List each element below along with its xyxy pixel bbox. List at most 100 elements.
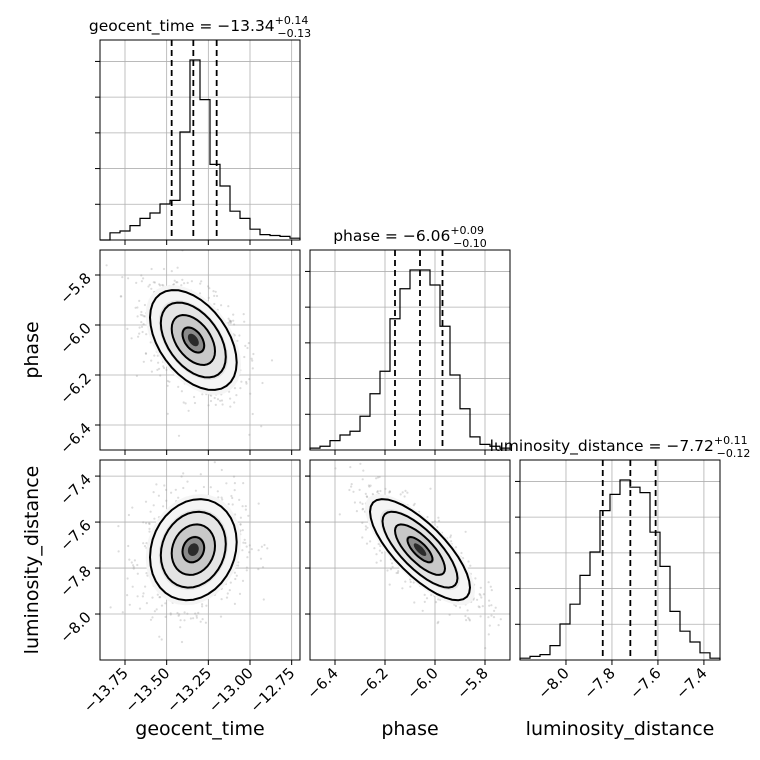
sample-point — [128, 603, 131, 606]
density-fill — [187, 543, 199, 556]
sample-point — [233, 401, 236, 404]
sample-point — [388, 490, 392, 493]
sample-point — [488, 599, 491, 602]
sample-point — [159, 374, 162, 377]
sample-point — [364, 492, 367, 495]
sample-point — [474, 577, 477, 580]
sample-point — [148, 527, 151, 531]
sample-point — [229, 405, 232, 408]
sample-point — [130, 561, 133, 564]
sample-point — [186, 480, 189, 483]
sample-point — [433, 520, 436, 523]
sample-point — [388, 490, 391, 493]
sample-point — [219, 399, 222, 402]
sample-point — [245, 382, 248, 385]
sample-point — [437, 519, 441, 523]
sample-point — [142, 360, 145, 363]
sample-point — [497, 624, 500, 627]
sample-point — [376, 491, 379, 494]
sample-point — [257, 549, 260, 552]
y-tick-label: −7.4 — [56, 470, 94, 508]
sample-point — [168, 380, 171, 383]
panel-frame — [99, 249, 301, 451]
sample-point — [162, 284, 165, 287]
sample-point — [220, 496, 223, 499]
sample-point — [229, 321, 232, 325]
sample-point — [245, 380, 248, 384]
sample-point — [139, 313, 142, 316]
density-fill — [413, 543, 427, 556]
sample-point — [489, 585, 492, 588]
sample-point — [460, 551, 463, 555]
sample-point — [117, 525, 120, 528]
sample-point — [174, 488, 177, 491]
sample-point — [260, 545, 263, 548]
x-tick-label: −13.75 — [80, 664, 132, 716]
sample-point — [376, 490, 379, 493]
sample-point — [413, 502, 416, 505]
sample-point — [365, 495, 368, 498]
sample-point — [245, 566, 248, 569]
histogram-panel-luminosity_distance — [515, 460, 721, 660]
contour-line — [393, 523, 447, 576]
sample-point — [137, 335, 140, 338]
sample-point — [138, 326, 141, 329]
sample-point — [187, 409, 190, 412]
sample-point — [166, 412, 169, 415]
sample-point — [243, 538, 246, 541]
sample-point — [362, 507, 365, 510]
sample-point — [249, 392, 252, 395]
y-tick-label: −6.4 — [56, 419, 94, 457]
sample-point — [480, 596, 483, 599]
sample-point — [362, 469, 365, 472]
sample-point — [233, 387, 237, 390]
sample-point — [208, 287, 211, 290]
sample-point — [361, 536, 364, 539]
sample-point — [490, 614, 493, 617]
scatter-panel-phase-luminosity_distance — [310, 460, 510, 660]
sample-point — [169, 613, 172, 616]
sample-point — [237, 564, 240, 567]
sample-point — [240, 380, 243, 383]
contour-line — [181, 326, 206, 354]
sample-point — [152, 491, 155, 494]
sample-point — [423, 600, 426, 604]
sample-point — [449, 534, 452, 537]
sample-point — [492, 616, 496, 619]
sample-point — [243, 355, 246, 359]
sample-point — [221, 498, 224, 501]
sample-point — [231, 496, 234, 500]
sample-point — [369, 540, 372, 543]
sample-point — [194, 612, 197, 615]
sample-point — [186, 281, 189, 284]
sample-point — [355, 510, 358, 513]
sample-point — [193, 395, 196, 399]
sample-point — [210, 394, 213, 397]
sample-point — [201, 393, 204, 396]
sample-point — [156, 354, 159, 357]
sample-point — [261, 566, 265, 569]
sample-point — [494, 606, 497, 609]
sample-point — [194, 489, 197, 492]
contour-line — [170, 523, 217, 576]
sample-point — [238, 592, 242, 596]
sample-point — [150, 370, 153, 373]
sample-point — [448, 613, 451, 616]
sample-point — [156, 593, 159, 596]
sample-point — [131, 506, 134, 509]
sample-point — [151, 596, 154, 599]
sample-point — [180, 475, 183, 478]
sample-point — [228, 589, 231, 592]
sample-point — [217, 496, 220, 499]
sample-point — [142, 315, 145, 318]
sample-point — [126, 327, 129, 330]
sample-point — [140, 280, 143, 283]
sample-point — [195, 614, 198, 618]
scatter-panel-geocent_time-luminosity_distance — [100, 460, 300, 660]
sample-point — [434, 601, 438, 604]
sample-point — [149, 510, 152, 513]
sample-point — [159, 596, 162, 599]
sample-point — [266, 547, 269, 550]
sample-point — [136, 315, 139, 318]
sample-point — [225, 596, 229, 599]
